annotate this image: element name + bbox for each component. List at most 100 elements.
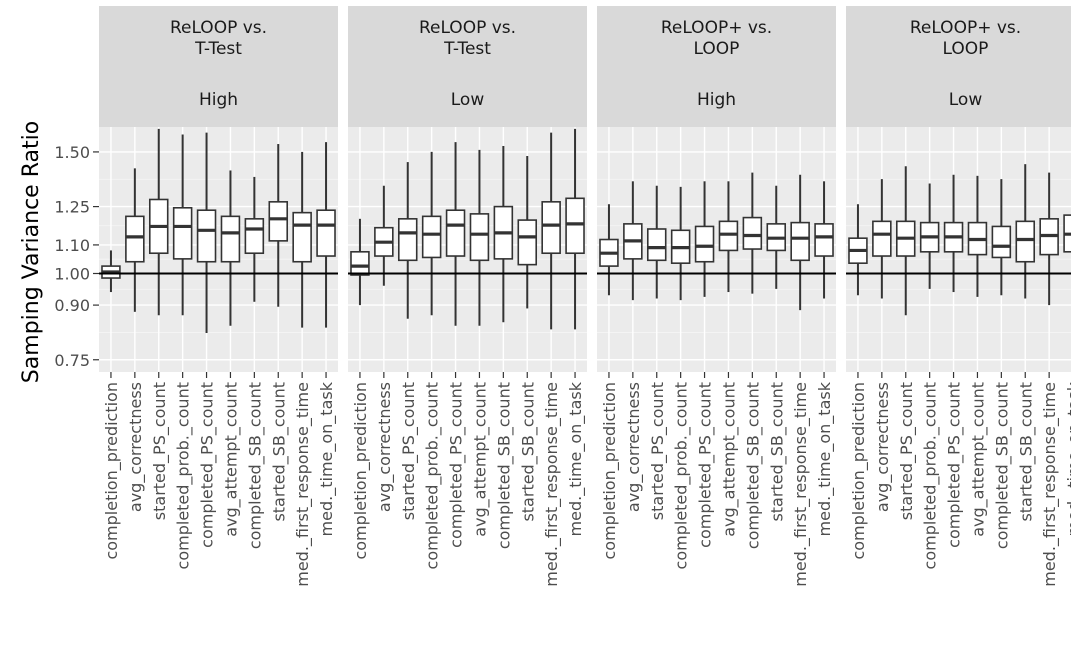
strip-label-bottom: High	[697, 90, 736, 110]
boxplot-avg_attempt_count	[469, 149, 490, 326]
box-iqr	[220, 215, 241, 263]
x-tick-label: completed_prob._count	[672, 382, 692, 569]
boxplot-completion_prediction	[350, 218, 370, 306]
boxplot-med._first_response_time	[1039, 172, 1059, 306]
boxplot-started_PS_count	[895, 166, 916, 316]
x-tick-label: started_PS_count	[399, 382, 419, 520]
boxplot-completed_prob._count	[172, 134, 193, 316]
y-axis: 0.75 0.90 1.00 1.10 1.25 1.50	[54, 143, 99, 370]
box-iqr	[742, 216, 763, 250]
boxplot-completion_prediction	[101, 250, 121, 293]
boxplot-started_SB_count	[517, 155, 538, 309]
x-tick-label: started_SB_count	[1016, 382, 1036, 522]
x-tick-label: completed_PS_count	[447, 382, 467, 548]
boxplot-avg_attempt_count	[220, 170, 241, 326]
box-iqr	[445, 209, 466, 257]
x-tick-label: med._first_response_time	[293, 382, 313, 587]
boxplot-med._time_on_task	[1063, 214, 1071, 253]
boxplot-completed_PS_count	[445, 142, 466, 326]
strip-label-top: ReLOOP+ vs.	[661, 18, 772, 38]
x-tick-label: completed_SB_count	[743, 382, 763, 549]
facet-strip	[99, 6, 338, 127]
x-tick-label: med._time_on_task	[566, 381, 586, 536]
box-iqr	[517, 219, 538, 266]
strip-label-bottom: Low	[451, 90, 485, 110]
x-tick-label: started_PS_count	[150, 382, 170, 520]
facet-panel: ReLOOP+ vs.LOOP High completion_prediction…	[597, 6, 836, 587]
boxplot-completed_prob._count	[421, 151, 442, 316]
x-tick-label: avg_correctness	[873, 382, 893, 512]
boxplot-avg_attempt_count	[967, 175, 988, 297]
box-iqr	[991, 225, 1012, 259]
box-iqr	[316, 209, 336, 257]
boxplot-started_SB_count	[766, 185, 787, 289]
y-tick-label: 1.50	[54, 143, 90, 162]
box-iqr	[1015, 220, 1036, 263]
facet-panel: ReLOOP vs.T-Test High completion_predictio…	[99, 6, 338, 587]
panel-content: ReLOOP+ vs.LOOP High completion_prediction…	[597, 6, 836, 587]
boxplot-avg_correctness	[374, 185, 394, 286]
boxplot-completed_SB_count	[493, 145, 514, 323]
x-tick-label: med._first_response_time	[791, 382, 811, 587]
boxplot-med._time_on_task	[316, 142, 336, 328]
box-iqr	[350, 251, 370, 276]
x-tick-label: completion_prediction	[600, 382, 620, 560]
boxplot-completed_SB_count	[991, 179, 1012, 296]
strip-label-top: ReLOOP vs.	[170, 18, 267, 38]
x-tick-label: completed_prob._count	[174, 382, 194, 569]
x-tick-label: completion_prediction	[351, 382, 371, 560]
y-tick-label: 0.90	[54, 296, 90, 315]
boxplot-completed_PS_count	[196, 132, 217, 334]
x-tick-label: med._time_on_task	[815, 381, 835, 536]
box-iqr	[172, 206, 193, 260]
x-tick-label: started_PS_count	[897, 382, 917, 520]
x-tick-label: avg_correctness	[126, 382, 146, 512]
x-tick-label: completed_SB_count	[245, 382, 265, 549]
x-tick-label: completed_PS_count	[696, 382, 716, 548]
box-iqr	[790, 221, 810, 262]
box-iqr	[469, 213, 490, 262]
x-tick-label: started_PS_count	[648, 382, 668, 520]
y-tick-label: 1.25	[54, 198, 90, 217]
panel-content: ReLOOP vs.T-Test Low completion_prediction…	[348, 6, 587, 587]
box-iqr	[125, 215, 145, 263]
y-axis-label: Samping Variance Ratio	[19, 121, 44, 383]
y-tick-label: 1.00	[54, 264, 90, 283]
box-iqr	[646, 228, 667, 262]
x-tick-label: med._first_response_time	[1040, 382, 1060, 587]
y-tick-label: 1.10	[54, 236, 90, 255]
boxplot-completion_prediction	[848, 204, 868, 296]
boxplot-avg_correctness	[125, 168, 145, 312]
boxplot-completion_prediction	[599, 204, 619, 296]
boxplot-completed_PS_count	[694, 181, 715, 297]
x-tick-label: completed_PS_count	[198, 382, 218, 548]
x-tick-label: completion_prediction	[102, 382, 122, 560]
x-tick-label: completed_prob._count	[921, 382, 941, 569]
strip-label-mid: T-Test	[443, 39, 491, 59]
box-iqr	[718, 220, 739, 252]
boxplot-med._first_response_time	[541, 132, 561, 330]
x-tick-label: started_SB_count	[767, 382, 787, 522]
panel-content: ReLOOP vs.T-Test High completion_predictio…	[99, 6, 338, 587]
strip-label-bottom: High	[199, 90, 238, 110]
facet-strip	[846, 6, 1071, 127]
box-iqr	[872, 220, 892, 257]
box-iqr	[244, 218, 265, 255]
facet-strip	[597, 6, 836, 127]
x-tick-label: med._time_on_task	[1064, 381, 1071, 536]
boxplot-completed_PS_count	[943, 174, 964, 293]
box-iqr	[694, 225, 715, 263]
boxplot-completed_prob._count	[919, 183, 940, 289]
x-tick-label: med._first_response_time	[542, 382, 562, 587]
x-tick-label: completion_prediction	[849, 382, 869, 560]
facet-strip	[348, 6, 587, 127]
strip-label-top: ReLOOP+ vs.	[910, 18, 1021, 38]
strip-label-mid: LOOP	[694, 39, 740, 59]
box-iqr	[397, 218, 418, 262]
boxplot-avg_attempt_count	[718, 181, 739, 293]
x-tick-label: avg_attempt_count	[968, 382, 988, 537]
box-iqr	[541, 201, 561, 255]
